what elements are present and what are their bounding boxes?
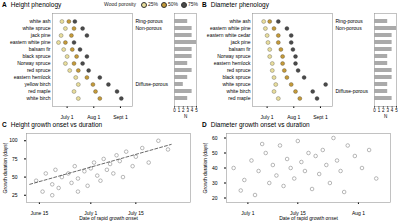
svg-text:July 1: July 1 xyxy=(241,210,254,216)
svg-text:3: 3 xyxy=(186,108,189,113)
svg-text:red spruce: red spruce xyxy=(27,67,51,73)
svg-text:5: 5 xyxy=(195,108,198,113)
svg-text:July 15: July 15 xyxy=(127,210,144,217)
svg-text:2: 2 xyxy=(382,108,385,113)
svg-text:eastern white pine: eastern white pine xyxy=(210,25,251,31)
svg-text:June 15: June 15 xyxy=(30,210,48,216)
svg-text:Non-porous: Non-porous xyxy=(336,25,363,31)
svg-text:white ash: white ash xyxy=(229,18,250,24)
svg-text:Date of rapid growth onset: Date of rapid growth onset xyxy=(279,215,338,221)
html-text:Diameter growth onset vs durat: Diameter growth onset vs duration xyxy=(210,121,310,128)
svg-text:Non-porous: Non-porous xyxy=(136,25,163,31)
html-text:A: A xyxy=(2,1,7,8)
html-text:D: D xyxy=(202,121,207,128)
svg-text:40: 40 xyxy=(212,165,218,171)
svg-text:July 1: July 1 xyxy=(84,210,98,217)
html-text:25%: 25% xyxy=(148,1,158,7)
svg-text:Date of rapid growth onset: Date of rapid growth onset xyxy=(79,215,138,221)
svg-text:eastern hemlock: eastern hemlock xyxy=(214,60,251,66)
svg-text:0: 0 xyxy=(173,108,176,113)
svg-text:Ring-porous: Ring-porous xyxy=(336,18,364,24)
svg-text:N: N xyxy=(184,114,187,119)
svg-text:black spruce: black spruce xyxy=(222,74,250,80)
svg-text:75: 75 xyxy=(12,156,18,162)
svg-text:red maple: red maple xyxy=(28,88,50,94)
svg-text:0: 0 xyxy=(373,108,376,113)
svg-text:white birch: white birch xyxy=(27,95,51,101)
html-text:Wood porosity: Wood porosity xyxy=(104,1,136,7)
svg-text:Sept 1: Sept 1 xyxy=(113,114,128,120)
svg-text:Aug 1: Aug 1 xyxy=(352,210,365,216)
svg-text:50: 50 xyxy=(212,150,218,156)
svg-text:Growth duration (days): Growth duration (days) xyxy=(202,142,208,193)
svg-text:red spruce: red spruce xyxy=(227,67,251,73)
svg-text:jack pine: jack pine xyxy=(30,32,51,38)
svg-text:25: 25 xyxy=(12,192,18,198)
html-text:C: C xyxy=(2,121,7,128)
svg-text:20: 20 xyxy=(212,195,218,201)
svg-text:Diffuse-porous: Diffuse-porous xyxy=(136,81,169,87)
svg-text:white spruce: white spruce xyxy=(222,81,250,87)
svg-text:2: 2 xyxy=(182,108,185,113)
svg-text:Aug 1: Aug 1 xyxy=(87,114,100,120)
svg-text:white spruce: white spruce xyxy=(22,25,50,31)
svg-text:eastern white pine: eastern white pine xyxy=(10,39,51,45)
svg-text:July 15: July 15 xyxy=(289,210,306,217)
svg-text:Norway spruce: Norway spruce xyxy=(217,53,251,59)
svg-text:N: N xyxy=(384,114,387,119)
svg-text:July 1: July 1 xyxy=(261,114,274,120)
svg-text:30: 30 xyxy=(212,180,218,186)
html-text:50%: 50% xyxy=(168,1,178,7)
html-text:Height phenology: Height phenology xyxy=(10,1,62,8)
svg-text:black spruce: black spruce xyxy=(22,53,50,59)
html-text:75%: 75% xyxy=(188,1,198,7)
html-text:Diameter phenology: Diameter phenology xyxy=(210,1,269,8)
svg-text:Aug 1: Aug 1 xyxy=(287,114,300,120)
svg-text:50: 50 xyxy=(12,174,18,180)
svg-text:Sept 1: Sept 1 xyxy=(313,114,328,120)
svg-text:1: 1 xyxy=(178,108,181,113)
svg-text:Norway spruce: Norway spruce xyxy=(17,60,51,66)
svg-text:yellow birch: yellow birch xyxy=(24,81,50,87)
svg-text:Ring-porous: Ring-porous xyxy=(136,18,164,24)
svg-text:balsam fir: balsam fir xyxy=(229,46,251,52)
svg-text:Diffuse-porous: Diffuse-porous xyxy=(336,88,369,94)
svg-text:5: 5 xyxy=(395,108,398,113)
svg-text:4: 4 xyxy=(191,108,194,113)
svg-text:3: 3 xyxy=(386,108,389,113)
svg-text:eastern white cedar: eastern white cedar xyxy=(207,32,251,38)
svg-text:balsam fir: balsam fir xyxy=(29,46,51,52)
html-text:Height growth onset vs duratio: Height growth onset vs duration xyxy=(10,121,103,128)
svg-text:white birch: white birch xyxy=(227,88,251,94)
svg-text:red maple: red maple xyxy=(228,95,250,101)
svg-text:1: 1 xyxy=(378,108,381,113)
svg-text:jack pine: jack pine xyxy=(230,39,251,45)
svg-text:eastern hemlock: eastern hemlock xyxy=(14,74,51,80)
html-text:B: B xyxy=(202,1,207,8)
svg-text:July 1: July 1 xyxy=(61,114,74,120)
svg-text:white ash: white ash xyxy=(29,18,50,24)
svg-text:100: 100 xyxy=(9,137,18,143)
svg-text:60: 60 xyxy=(212,135,218,141)
svg-text:4: 4 xyxy=(391,108,394,113)
svg-text:Growth duration (days): Growth duration (days) xyxy=(2,142,8,193)
